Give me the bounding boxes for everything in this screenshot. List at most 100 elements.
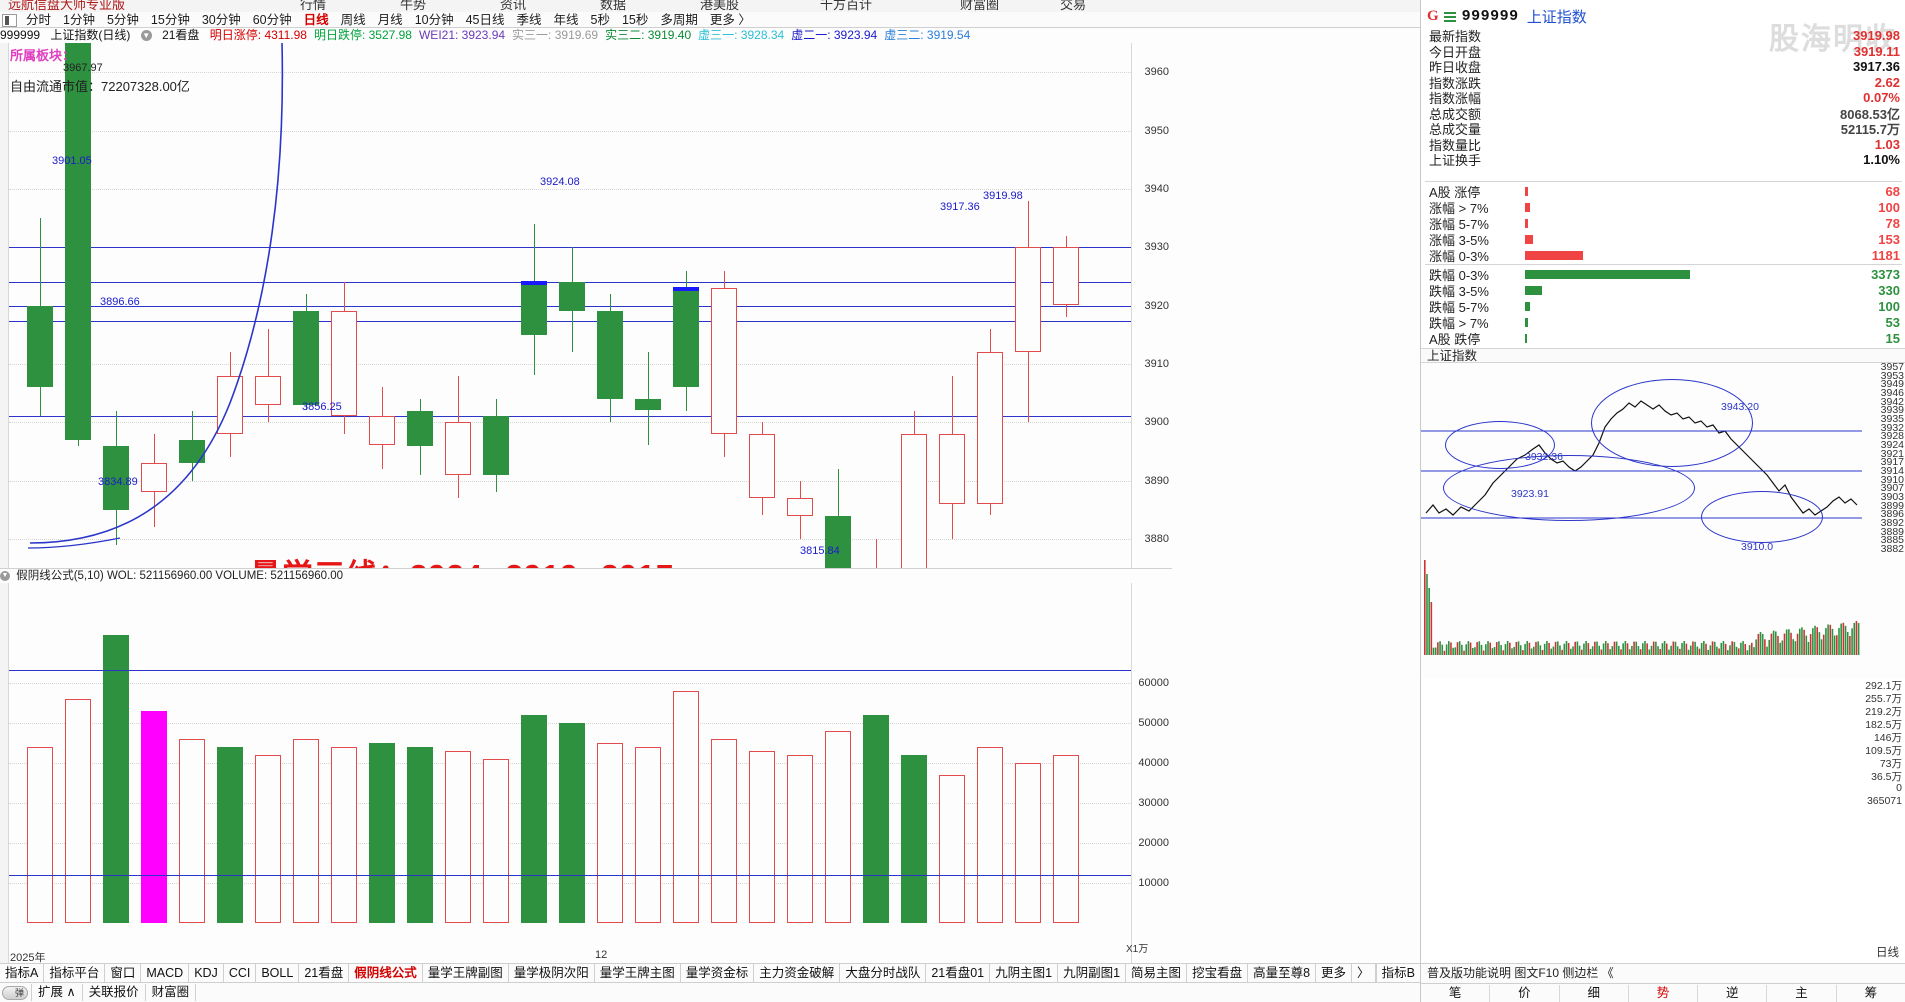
volume-indicator-chart[interactable]: 60000 50000 40000 30000 20000 10000 <box>0 583 1172 964</box>
period-item-30分钟[interactable]: 30分钟 <box>201 13 241 27</box>
indicator-tab-MACD[interactable]: MACD <box>141 964 190 982</box>
period-item-更多[interactable]: 更多 〉 <box>709 13 751 27</box>
period-item-日线[interactable]: 日线 <box>303 13 329 27</box>
period-item-5秒[interactable]: 5秒 <box>590 13 610 27</box>
chevron-down-icon[interactable]: ▼ <box>140 30 152 42</box>
vol-tick-20000: 20000 <box>1138 837 1169 849</box>
period-item-月线[interactable]: 月线 <box>377 13 403 27</box>
indicator-tab-高量至尊8[interactable]: 高量至尊8 <box>1248 964 1317 982</box>
highlight-ellipse-3 <box>1591 379 1753 467</box>
volume-bar-4 <box>179 739 205 923</box>
distribution-row-2: 涨幅 5-7% 78 <box>1421 215 1905 232</box>
period-item-分时[interactable]: 分时 <box>26 13 52 27</box>
bounce-toggle[interactable]: 弹 <box>2 985 28 1000</box>
right-footer-tab-筹[interactable]: 筹 <box>1837 984 1905 1002</box>
top-menu-item-7[interactable]: 财富圈 <box>960 0 1000 12</box>
quote-label: 今日开盘 <box>1429 44 1482 60</box>
period-item-5分钟[interactable]: 5分钟 <box>106 13 139 27</box>
right-footer-tab-主[interactable]: 主 <box>1767 984 1837 1002</box>
mini-y-tick-3932: 3932 <box>1880 421 1904 434</box>
top-menu-item-8[interactable]: 交易 <box>1060 0 1087 12</box>
top-menu-item-1[interactable]: 行情 <box>300 0 327 12</box>
indicator-tab-九阴主图1[interactable]: 九阴主图1 <box>990 964 1059 982</box>
right-footer-tab-价[interactable]: 价 <box>1490 984 1560 1002</box>
indicator-tab-指标平台[interactable]: 指标平台 <box>44 964 106 982</box>
indicator-tab-主力资金破解[interactable]: 主力资金破解 <box>754 964 841 982</box>
indicator-tab-CCI[interactable]: CCI <box>224 964 257 982</box>
indicator-tab-量学极阴次阳[interactable]: 量学极阴次阳 <box>509 964 595 982</box>
period-item-季线[interactable]: 季线 <box>516 13 542 27</box>
indicator-tab-指标A[interactable]: 指标A <box>0 964 45 982</box>
indicator-tab-21看盘[interactable]: 21看盘 <box>299 964 350 982</box>
indicator-tab-量学王牌副图[interactable]: 量学王牌副图 <box>423 964 509 982</box>
indicator-tab-量学资金标[interactable]: 量学资金标 <box>681 964 755 982</box>
indicator-dot-icon[interactable]: ▼ <box>0 570 10 581</box>
indicator-tab-假阴线公式[interactable]: 假阴线公式 <box>349 964 423 982</box>
top-menu-item-0[interactable]: 远航信盘大师专业版 <box>8 0 126 12</box>
indicator-tab-[interactable]: 〉 <box>1352 964 1376 982</box>
indicator-tab-21看盘01[interactable]: 21看盘01 <box>926 964 991 982</box>
vol-gridline-60000 <box>9 683 1131 684</box>
distribution-bar-track <box>1525 314 1840 330</box>
distribution-bar <box>1525 203 1530 212</box>
mini-vol-tick-6: 73万 <box>1879 758 1902 770</box>
indicator-tab-简易主图[interactable]: 简易主图 <box>1126 964 1188 982</box>
status-item-财富圈[interactable]: 财富圈 <box>144 984 197 1001</box>
right-footer-tab-笔[interactable]: 笔 <box>1421 984 1491 1002</box>
period-item-15分钟[interactable]: 15分钟 <box>150 13 190 27</box>
distribution-value: 153 <box>1878 231 1900 247</box>
period-item-10分钟[interactable]: 10分钟 <box>414 13 454 27</box>
top-menu-item-5[interactable]: 港美股 <box>700 0 740 12</box>
vol-tick-50000: 50000 <box>1138 717 1169 729</box>
intraday-minichart[interactable]: 3957 3953 3949 3946 3942 3939 3935 3932 3928 3924… <box>1421 363 1905 678</box>
distribution-label: 跌幅 3-5% <box>1429 283 1489 299</box>
period-item-1分钟[interactable]: 1分钟 <box>63 13 95 27</box>
top-menu-item-4[interactable]: 数据 <box>600 0 627 12</box>
quote-label: 昨日收盘 <box>1429 60 1482 76</box>
mini-y-tick-3914: 3914 <box>1880 465 1904 477</box>
top-menu-item-2[interactable]: 牛势 <box>400 0 427 12</box>
mini-vol-tick-8: 0 <box>1896 782 1902 794</box>
volume-bar-14 <box>559 723 585 923</box>
quote-value: 8068.53亿 <box>1840 106 1900 122</box>
indicator-tab-量学王牌主图[interactable]: 量学王牌主图 <box>595 964 681 982</box>
period-item-45日线[interactable]: 45日线 <box>465 13 505 27</box>
main-price-chart[interactable]: 所属板块： 自由流通市值：72207328.00亿 3967.97 3901.05… <box>0 43 1172 569</box>
chart-name: 上证指数(日线) <box>50 28 131 42</box>
status-item-关联报价[interactable]: 关联报价 <box>81 984 146 1001</box>
distribution-label: 涨幅 0-3% <box>1429 248 1489 264</box>
indicator-tab-更多[interactable]: 更多 <box>1316 964 1353 982</box>
right-footer-tab-势[interactable]: 势 <box>1629 984 1699 1002</box>
period-item-60分钟[interactable]: 60分钟 <box>252 13 292 27</box>
indicator-tab-right-指标B[interactable]: 指标B <box>1375 964 1421 982</box>
indicator-tab-窗口[interactable]: 窗口 <box>105 964 142 982</box>
indicator-tab-九阴副图1[interactable]: 九阴副图1 <box>1058 964 1127 982</box>
quote-value: 2.62 <box>1874 74 1900 90</box>
distribution-row-8: 跌幅 > 7% 53 <box>1421 314 1905 331</box>
indicator-tab-BOLL[interactable]: BOLL <box>256 964 300 982</box>
chart-field-3: 实三一: 3919.69 <box>512 28 599 42</box>
quote-value: 3919.98 <box>1853 28 1900 44</box>
distribution-row-1: 涨幅 > 7% 100 <box>1421 199 1905 216</box>
volume-bar-0 <box>27 747 53 923</box>
distribution-bar-track <box>1525 215 1840 231</box>
top-menu-item-3[interactable]: 资讯 <box>500 0 527 12</box>
period-item-周线[interactable]: 周线 <box>340 13 366 27</box>
status-item-扩展[interactable]: 扩展 ∧ <box>31 984 83 1001</box>
distribution-label: A股 跌停 <box>1429 331 1481 347</box>
top-menu-item-6[interactable]: 千方百计 <box>820 0 873 12</box>
quote-row-1: 今日开盘 3919.11 <box>1421 44 1905 60</box>
period-item-15秒[interactable]: 15秒 <box>621 13 649 27</box>
right-footer-tab-逆[interactable]: 逆 <box>1698 984 1768 1002</box>
indicator-tab-KDJ[interactable]: KDJ <box>189 964 224 982</box>
right-footer-tab-细[interactable]: 细 <box>1560 984 1629 1002</box>
indicator-tab-挖宝看盘[interactable]: 挖宝看盘 <box>1187 964 1249 982</box>
volume-bar-23 <box>901 755 927 923</box>
volume-bar-7 <box>293 739 319 923</box>
period-item-多周期[interactable]: 多周期 <box>660 13 698 27</box>
price-y-axis: 3960 3950 3940 3930 3920 3910 3900 3890 3880 <box>1131 43 1172 568</box>
indicator-left-rail <box>0 583 9 963</box>
indicator-tab-大盘分时战队[interactable]: 大盘分时战队 <box>840 964 927 982</box>
layout-icon[interactable] <box>2 13 17 27</box>
period-item-年线[interactable]: 年线 <box>553 13 579 27</box>
